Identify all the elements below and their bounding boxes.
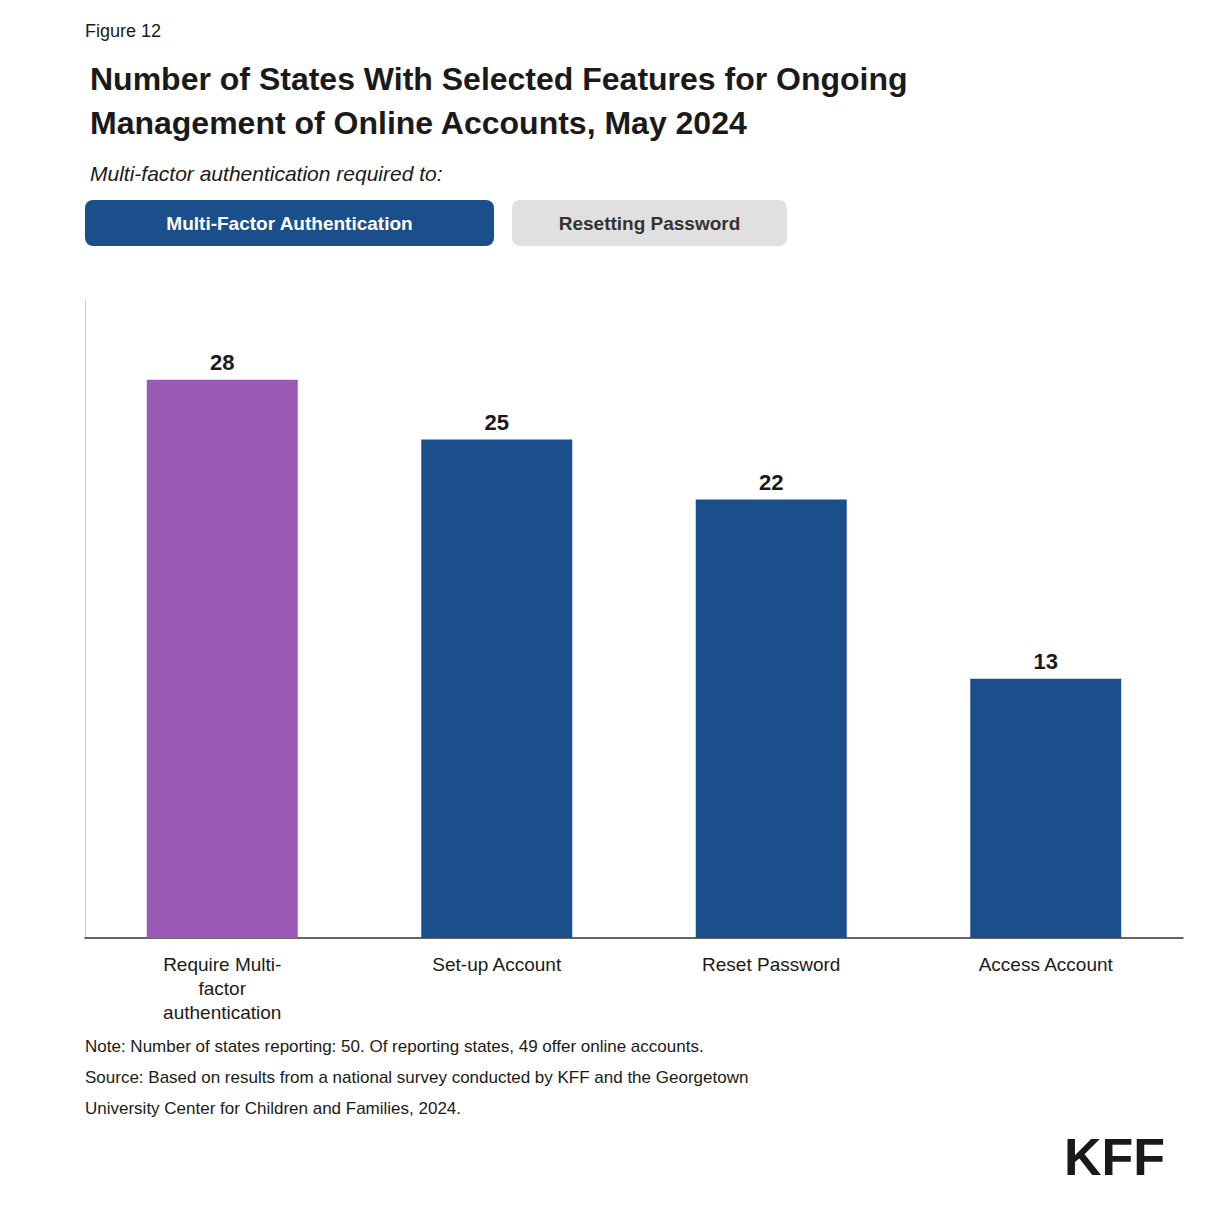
svg-text:Multi-factor authentication re: Multi-factor authentication required to: <box>90 162 443 185</box>
svg-text:Note: Number of states reporti: Note: Number of states reporting: 50. Of… <box>85 1037 704 1056</box>
svg-text:factor: factor <box>198 978 246 999</box>
svg-text:KFF: KFF <box>1064 1128 1165 1186</box>
svg-text:22: 22 <box>759 470 783 495</box>
svg-text:Set-up Account: Set-up Account <box>432 954 562 975</box>
svg-text:Reset Password: Reset Password <box>702 954 840 975</box>
svg-text:13: 13 <box>1034 649 1058 674</box>
svg-text:Require Multi-: Require Multi- <box>163 954 281 975</box>
svg-text:25: 25 <box>485 410 509 435</box>
svg-text:28: 28 <box>210 350 234 375</box>
svg-text:Multi-Factor Authentication: Multi-Factor Authentication <box>166 213 412 234</box>
svg-text:authentication: authentication <box>163 1002 281 1023</box>
svg-text:Resetting Password: Resetting Password <box>559 213 741 234</box>
svg-text:Figure 12: Figure 12 <box>85 21 161 41</box>
svg-text:Number of States With Selected: Number of States With Selected Features … <box>90 61 908 97</box>
svg-text:University Center for Children: University Center for Children and Famil… <box>85 1099 461 1118</box>
svg-text:Management of Online Accounts,: Management of Online Accounts, May 2024 <box>90 105 747 141</box>
svg-text:Access Account: Access Account <box>979 954 1114 975</box>
svg-text:Source: Based on results from: Source: Based on results from a national… <box>85 1068 748 1087</box>
